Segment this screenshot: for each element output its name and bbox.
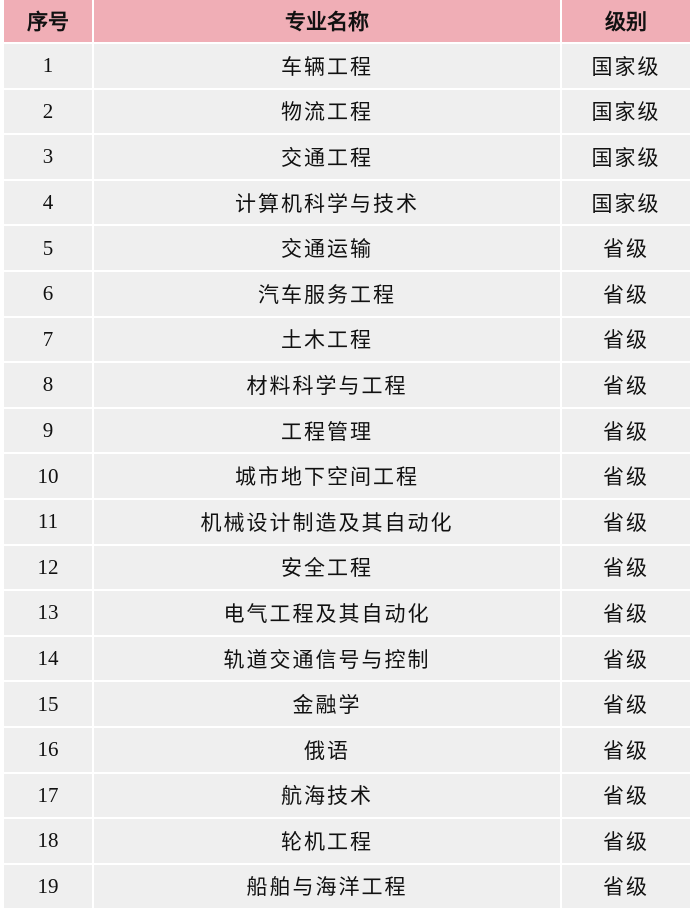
level-cell: 省级 xyxy=(562,545,690,590)
major-name-cell: 俄语 xyxy=(94,727,560,772)
index-cell: 10 xyxy=(4,454,92,498)
major-name-cell: 轮机工程 xyxy=(94,819,560,863)
index-cell: 18 xyxy=(4,819,92,863)
major-name-cell: 土木工程 xyxy=(94,317,560,362)
table-row: 15 金融学 省级 xyxy=(4,682,690,726)
major-name-cell: 船舶与海洋工程 xyxy=(94,864,560,909)
level-cell: 省级 xyxy=(562,408,690,453)
header-major-name: 专业名称 xyxy=(94,0,560,42)
table-row: 14 轨道交通信号与控制 省级 xyxy=(4,636,690,681)
table-row: 2 物流工程 国家级 xyxy=(4,89,690,134)
table-row: 12 安全工程 省级 xyxy=(4,545,690,590)
major-name-cell: 车辆工程 xyxy=(94,44,560,88)
major-name-cell: 城市地下空间工程 xyxy=(94,454,560,498)
index-cell: 1 xyxy=(4,44,92,88)
table-row: 6 汽车服务工程 省级 xyxy=(4,271,690,316)
major-name-cell: 交通工程 xyxy=(94,135,560,179)
table-row: 17 航海技术 省级 xyxy=(4,773,690,818)
index-cell: 8 xyxy=(4,363,92,407)
level-cell: 国家级 xyxy=(562,180,690,225)
index-cell: 9 xyxy=(4,408,92,453)
table-row: 1 车辆工程 国家级 xyxy=(4,44,690,88)
table-row: 18 轮机工程 省级 xyxy=(4,819,690,863)
table-row: 9 工程管理 省级 xyxy=(4,408,690,453)
major-name-cell: 轨道交通信号与控制 xyxy=(94,636,560,681)
index-cell: 15 xyxy=(4,682,92,726)
level-cell: 国家级 xyxy=(562,44,690,88)
index-cell: 6 xyxy=(4,271,92,316)
table-row: 19 船舶与海洋工程 省级 xyxy=(4,864,690,909)
table-row: 8 材料科学与工程 省级 xyxy=(4,363,690,407)
table-row: 5 交通运输 省级 xyxy=(4,226,690,270)
table-row: 4 计算机科学与技术 国家级 xyxy=(4,180,690,225)
level-cell: 省级 xyxy=(562,363,690,407)
table-row: 16 俄语 省级 xyxy=(4,727,690,772)
table-row: 7 土木工程 省级 xyxy=(4,317,690,362)
index-cell: 7 xyxy=(4,317,92,362)
index-cell: 13 xyxy=(4,591,92,635)
level-cell: 省级 xyxy=(562,773,690,818)
index-cell: 14 xyxy=(4,636,92,681)
major-name-cell: 金融学 xyxy=(94,682,560,726)
major-name-cell: 物流工程 xyxy=(94,89,560,134)
index-cell: 5 xyxy=(4,226,92,270)
index-cell: 19 xyxy=(4,864,92,909)
index-cell: 12 xyxy=(4,545,92,590)
index-cell: 3 xyxy=(4,135,92,179)
level-cell: 省级 xyxy=(562,682,690,726)
level-cell: 省级 xyxy=(562,864,690,909)
level-cell: 省级 xyxy=(562,499,690,544)
table-row: 13 电气工程及其自动化 省级 xyxy=(4,591,690,635)
index-cell: 2 xyxy=(4,89,92,134)
level-cell: 省级 xyxy=(562,317,690,362)
level-cell: 国家级 xyxy=(562,89,690,134)
level-cell: 省级 xyxy=(562,271,690,316)
level-cell: 省级 xyxy=(562,591,690,635)
table-row: 3 交通工程 国家级 xyxy=(4,135,690,179)
major-name-cell: 交通运输 xyxy=(94,226,560,270)
index-cell: 17 xyxy=(4,773,92,818)
level-cell: 省级 xyxy=(562,727,690,772)
level-cell: 省级 xyxy=(562,226,690,270)
header-row: 序号 专业名称 级别 xyxy=(4,0,690,42)
index-cell: 11 xyxy=(4,499,92,544)
major-name-cell: 计算机科学与技术 xyxy=(94,180,560,225)
table-row: 11 机械设计制造及其自动化 省级 xyxy=(4,499,690,544)
major-name-cell: 电气工程及其自动化 xyxy=(94,591,560,635)
index-cell: 16 xyxy=(4,727,92,772)
major-name-cell: 工程管理 xyxy=(94,408,560,453)
index-cell: 4 xyxy=(4,180,92,225)
level-cell: 国家级 xyxy=(562,135,690,179)
major-name-cell: 材料科学与工程 xyxy=(94,363,560,407)
table-row: 10 城市地下空间工程 省级 xyxy=(4,454,690,498)
level-cell: 省级 xyxy=(562,819,690,863)
header-index: 序号 xyxy=(4,0,92,42)
major-name-cell: 机械设计制造及其自动化 xyxy=(94,499,560,544)
header-level: 级别 xyxy=(562,0,690,42)
major-name-cell: 航海技术 xyxy=(94,773,560,818)
level-cell: 省级 xyxy=(562,636,690,681)
major-name-cell: 汽车服务工程 xyxy=(94,271,560,316)
level-cell: 省级 xyxy=(562,454,690,498)
major-name-cell: 安全工程 xyxy=(94,545,560,590)
